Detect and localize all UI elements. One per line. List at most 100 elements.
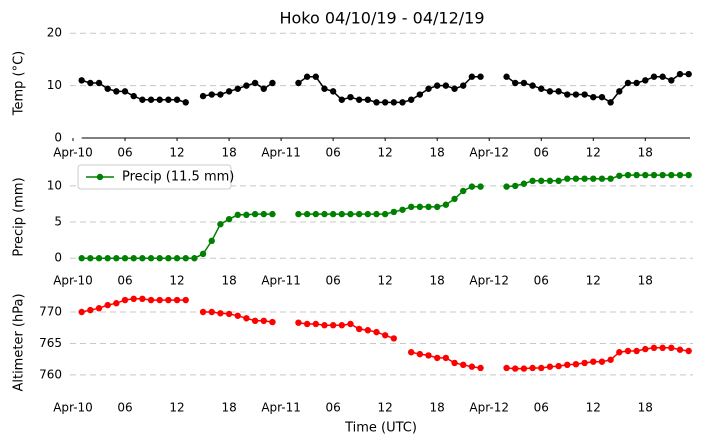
- data-point: [355, 96, 363, 103]
- data-point: [312, 210, 319, 218]
- data-point: [590, 175, 597, 182]
- data-point: [78, 77, 85, 84]
- data-point: [364, 210, 372, 218]
- data-point: [416, 203, 424, 211]
- data-point: [642, 171, 649, 179]
- data-point: [381, 210, 389, 218]
- y-tick-label: 0: [54, 251, 62, 265]
- data-point: [225, 88, 233, 95]
- data-point: [130, 92, 137, 100]
- data-point: [156, 296, 163, 304]
- data-point: [529, 177, 536, 185]
- x-tick-label: 12: [586, 146, 601, 160]
- data-point: [251, 79, 259, 87]
- data-point: [477, 183, 484, 190]
- data-point: [624, 347, 632, 355]
- data-point: [269, 79, 276, 87]
- data-point: [147, 96, 155, 103]
- data-point: [321, 85, 328, 92]
- data-point: [659, 171, 666, 179]
- data-point: [165, 96, 172, 103]
- data-point: [338, 210, 346, 218]
- data-point: [191, 255, 198, 262]
- data-point: [95, 305, 103, 312]
- data-point: [598, 93, 606, 101]
- data-point: [650, 73, 658, 80]
- data-point: [668, 77, 675, 84]
- x-tick-label: Apr-12: [469, 146, 509, 160]
- data-point: [199, 250, 207, 258]
- legend-label: Precip (11.5 mm): [122, 170, 234, 185]
- data-point: [598, 175, 606, 182]
- data-point: [338, 96, 346, 103]
- x-tick-label: 12: [169, 401, 184, 415]
- legend-box: [77, 164, 232, 190]
- data-point: [329, 210, 337, 218]
- data-point: [520, 79, 528, 87]
- data-point: [312, 73, 319, 80]
- data-point: [685, 171, 692, 179]
- data-point: [538, 364, 545, 372]
- data-point: [659, 73, 666, 80]
- data-point: [512, 182, 519, 190]
- data-point: [425, 203, 432, 211]
- data-point: [139, 295, 146, 303]
- data-point: [581, 359, 588, 367]
- data-point: [590, 358, 597, 365]
- x-tick-label: 18: [430, 401, 445, 415]
- data-point: [130, 295, 137, 303]
- x-tick-label: Apr-11: [261, 146, 301, 160]
- data-point: [546, 177, 554, 185]
- data-point: [512, 365, 519, 372]
- data-point: [234, 211, 241, 219]
- x-tick-label: 18: [430, 274, 445, 288]
- x-tick-label: 06: [534, 146, 549, 160]
- data-point: [347, 320, 354, 328]
- data-point: [113, 300, 120, 307]
- x-tick-label: 12: [169, 146, 184, 160]
- data-point: [564, 91, 571, 98]
- data-point: [676, 171, 684, 179]
- data-point: [477, 73, 484, 80]
- x-tick-label: 12: [586, 401, 601, 415]
- data-point: [329, 88, 337, 95]
- x-tick-label: 06: [325, 274, 340, 288]
- data-point: [390, 335, 398, 342]
- data-point: [538, 177, 545, 185]
- data-point: [624, 79, 632, 87]
- data-point: [104, 85, 111, 92]
- data-point: [182, 99, 189, 106]
- data-point: [598, 358, 606, 365]
- data-point: [199, 308, 207, 316]
- x-tick-label: 06: [117, 274, 132, 288]
- data-point: [607, 175, 614, 182]
- data-point: [373, 328, 380, 336]
- data-point: [364, 327, 372, 334]
- data-point: [173, 96, 181, 103]
- data-point: [407, 96, 415, 103]
- data-point: [607, 356, 614, 363]
- data-point: [303, 73, 311, 80]
- x-tick-label: 18: [221, 146, 236, 160]
- data-point: [104, 255, 111, 262]
- data-point: [217, 91, 224, 98]
- data-point: [442, 354, 450, 362]
- data-point: [251, 317, 259, 325]
- data-point: [407, 349, 415, 356]
- y-tick-label: 10: [47, 78, 62, 92]
- data-point: [581, 175, 588, 182]
- data-point: [407, 203, 415, 211]
- data-line: [81, 73, 689, 104]
- data-point: [260, 210, 267, 218]
- data-point: [121, 88, 129, 95]
- data-point: [156, 96, 163, 103]
- data-point: [642, 77, 649, 84]
- x-tick-label: Apr-12: [469, 401, 509, 415]
- data-point: [338, 322, 346, 329]
- data-point: [416, 350, 424, 358]
- data-point: [355, 210, 363, 218]
- chart-title: Hoko 04/10/19 - 04/12/19: [279, 9, 484, 28]
- data-point: [451, 359, 458, 367]
- data-point: [460, 361, 467, 369]
- y-tick-label: 765: [39, 336, 62, 350]
